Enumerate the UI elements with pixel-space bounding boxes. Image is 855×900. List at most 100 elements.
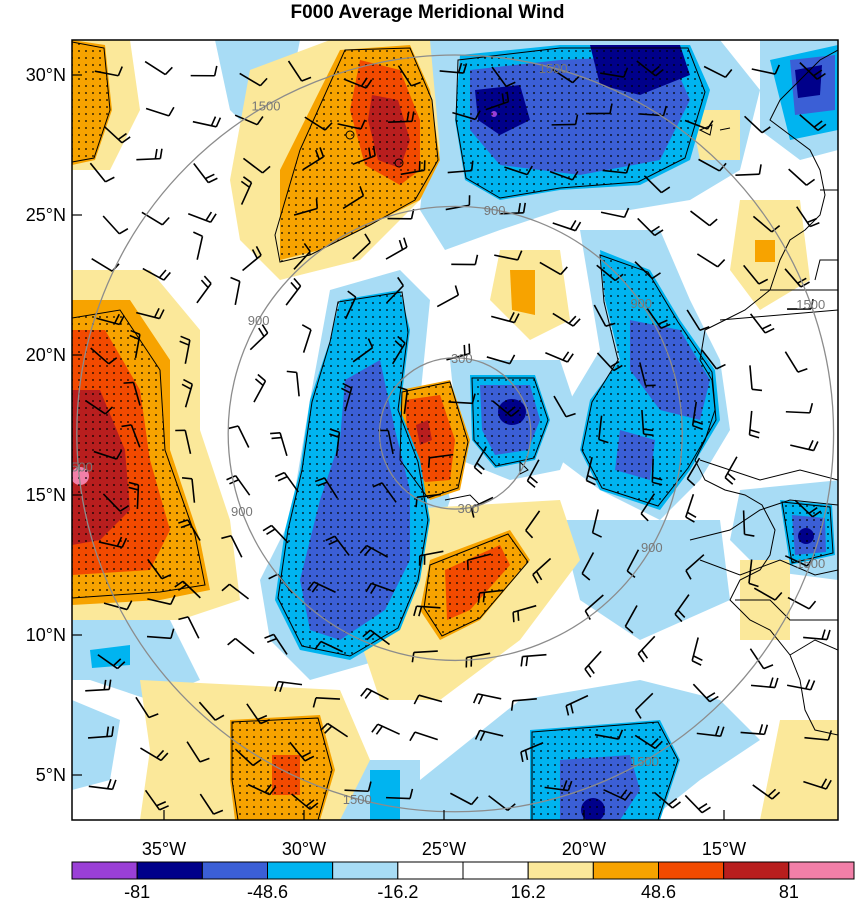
wind-barb — [409, 731, 438, 742]
wind-barb — [643, 175, 671, 194]
wind-barb — [144, 60, 173, 76]
wind-barb — [448, 393, 476, 405]
wind-barb — [242, 245, 262, 272]
wind-barb — [103, 600, 133, 611]
wind-barb — [391, 335, 406, 365]
wind-barb — [329, 428, 341, 457]
wind-barb — [242, 157, 271, 174]
wind-barb — [512, 604, 537, 623]
wind-barb — [340, 382, 353, 412]
wind-barb — [685, 554, 705, 580]
wind-barb — [85, 679, 112, 692]
wind-barb — [427, 453, 454, 468]
wind-barb — [307, 581, 336, 593]
wind-barb — [123, 381, 141, 406]
wind-barb — [474, 729, 504, 741]
wind-barb — [145, 106, 175, 117]
wind-barb — [742, 510, 755, 537]
wind-barb — [491, 66, 516, 88]
range-ring-label: 1500 — [252, 99, 281, 114]
wind-barb — [352, 145, 376, 166]
wind-barb — [447, 160, 474, 174]
wind-barb — [600, 207, 630, 219]
wind-barb — [545, 351, 574, 363]
wind-barb — [359, 544, 389, 558]
wind-barb — [803, 778, 832, 790]
wind-barb — [552, 68, 581, 84]
wind-barb — [302, 147, 325, 171]
wind-barb — [397, 65, 421, 87]
wind-barb — [397, 386, 409, 414]
wind-barb — [285, 277, 302, 306]
range-ring-label: 900 — [231, 504, 253, 519]
lat-label: 30°N — [26, 65, 66, 85]
wind-barb — [289, 741, 315, 762]
wind-barb — [136, 148, 163, 161]
wind-barb — [598, 415, 609, 444]
wind-barb — [637, 217, 664, 237]
wind-barb — [286, 370, 300, 397]
range-ring-label: 1500 — [343, 792, 372, 807]
wind-barb — [586, 103, 613, 115]
range-rings: 300 300 900 900 900 900 900 1500 1500 1500 1500 150… — [72, 54, 835, 813]
range-ring-label: 1500 — [796, 297, 825, 312]
wind-barb — [193, 163, 218, 184]
wind-barb — [312, 697, 340, 708]
wind-barb — [293, 198, 319, 216]
wind-barb — [491, 311, 520, 324]
wind-barb — [192, 116, 222, 128]
wind-barb — [439, 62, 468, 74]
wind-barb — [136, 307, 165, 320]
wind-barb — [262, 524, 289, 544]
range-ring-label: 1500 — [539, 61, 568, 76]
wind-barb — [552, 220, 582, 232]
wind-barb — [413, 605, 441, 617]
lat-label: 20°N — [26, 345, 66, 365]
wind-barb — [591, 509, 602, 538]
wind-barb — [319, 722, 349, 738]
wind-barb — [234, 748, 262, 767]
wind-barb — [128, 481, 140, 509]
wind-barb — [253, 373, 267, 403]
wind-barb — [97, 654, 126, 670]
wind-barb — [703, 65, 733, 79]
wind-barb — [196, 275, 212, 304]
colorbar-tick-label: 16.2 — [511, 882, 546, 900]
wind-barb — [751, 64, 781, 75]
wind-barb — [473, 446, 488, 475]
wind-barb — [287, 60, 312, 82]
wind-barb — [696, 253, 726, 268]
wind-barb — [121, 424, 141, 448]
wind-barb — [94, 66, 123, 77]
range-ring-label: 300 — [451, 351, 473, 366]
wind-barb — [526, 459, 540, 488]
wind-barb — [371, 723, 400, 735]
wind-barb — [228, 425, 250, 448]
range-ring-label: 900 — [484, 203, 506, 218]
wind-barb — [181, 476, 196, 503]
wind-barb — [646, 308, 671, 330]
wind-barb — [88, 778, 117, 791]
range-ring-label: 1500 — [630, 754, 659, 769]
wind-barb — [634, 692, 654, 719]
wind-barb — [466, 553, 492, 571]
wind-barb — [626, 549, 640, 578]
coastlines — [345, 49, 838, 736]
wind-barb — [803, 629, 831, 641]
wind-barb — [786, 679, 816, 691]
wind-barb — [549, 170, 579, 181]
wind-barb — [227, 637, 255, 655]
wind-barb — [799, 62, 826, 80]
wind-barb — [418, 550, 444, 566]
wind-barb — [520, 742, 544, 763]
wind-barb — [385, 237, 408, 260]
wind-barb — [314, 640, 343, 653]
wind-barb — [146, 628, 175, 640]
wind-barb — [690, 210, 718, 227]
wind-barb — [596, 264, 624, 282]
colorbar-tick-label: -81 — [124, 882, 150, 900]
wind-barb — [187, 211, 217, 223]
wind-barb — [365, 582, 395, 594]
wind-barb — [553, 395, 576, 418]
